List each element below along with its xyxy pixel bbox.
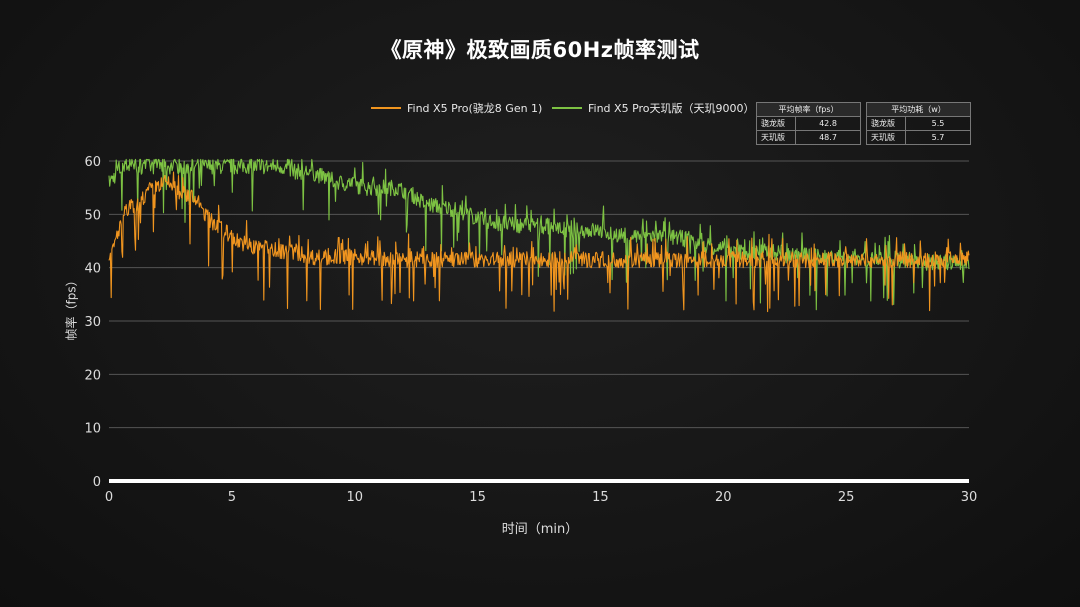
y-tick-label: 20: [84, 368, 101, 383]
fps-stats-table: 平均帧率（fps） 骁龙版 42.8 天玑版 48.7: [756, 102, 861, 145]
x-tick-label: 10: [346, 490, 363, 505]
y-tick-label: 40: [84, 262, 101, 277]
legend-label-snapdragon: Find X5 Pro(骁龙8 Gen 1): [407, 102, 543, 115]
x-tick-label: 15: [469, 490, 486, 505]
legend-item-dimensity: Find X5 Pro天玑版（天玑9000）: [552, 100, 755, 116]
power-stats-value: 5.7: [905, 130, 971, 145]
y-axis-label: 帧率（fps）: [64, 274, 79, 341]
chart-title: 《原神》极致画质60Hz帧率测试: [380, 38, 700, 62]
legend-item-snapdragon: Find X5 Pro(骁龙8 Gen 1): [371, 100, 542, 116]
fps-stats-label: 天玑版: [756, 130, 796, 145]
series-line-dimensity: [108, 158, 970, 311]
x-axis-label: 时间（min）: [501, 522, 579, 537]
x-tick-label: 5: [228, 490, 236, 505]
fps-stats-header: 平均帧率（fps）: [756, 102, 861, 117]
legend-swatch-dimensity: [552, 107, 582, 109]
fps-stats-value: 48.7: [795, 130, 861, 145]
power-stats-table: 平均功耗（w） 骁龙版 5.5 天玑版 5.7: [866, 102, 971, 145]
y-tick-label: 60: [84, 155, 101, 170]
x-tick-label: 15: [592, 490, 609, 505]
x-tick-label: 20: [715, 490, 732, 505]
x-tick-label: 25: [838, 490, 855, 505]
y-tick-label: 0: [93, 475, 101, 490]
x-tick-label: 30: [961, 490, 978, 505]
y-tick-label: 50: [84, 208, 101, 223]
legend-label-dimensity: Find X5 Pro天玑版（天玑9000）: [588, 102, 755, 115]
y-tick-label: 10: [84, 422, 101, 437]
legend-swatch-snapdragon: [371, 107, 401, 109]
power-stats-header: 平均功耗（w）: [866, 102, 971, 117]
x-tick-label: 0: [105, 490, 113, 505]
series-line-snapdragon: [108, 171, 970, 313]
y-tick-label: 30: [84, 315, 101, 330]
